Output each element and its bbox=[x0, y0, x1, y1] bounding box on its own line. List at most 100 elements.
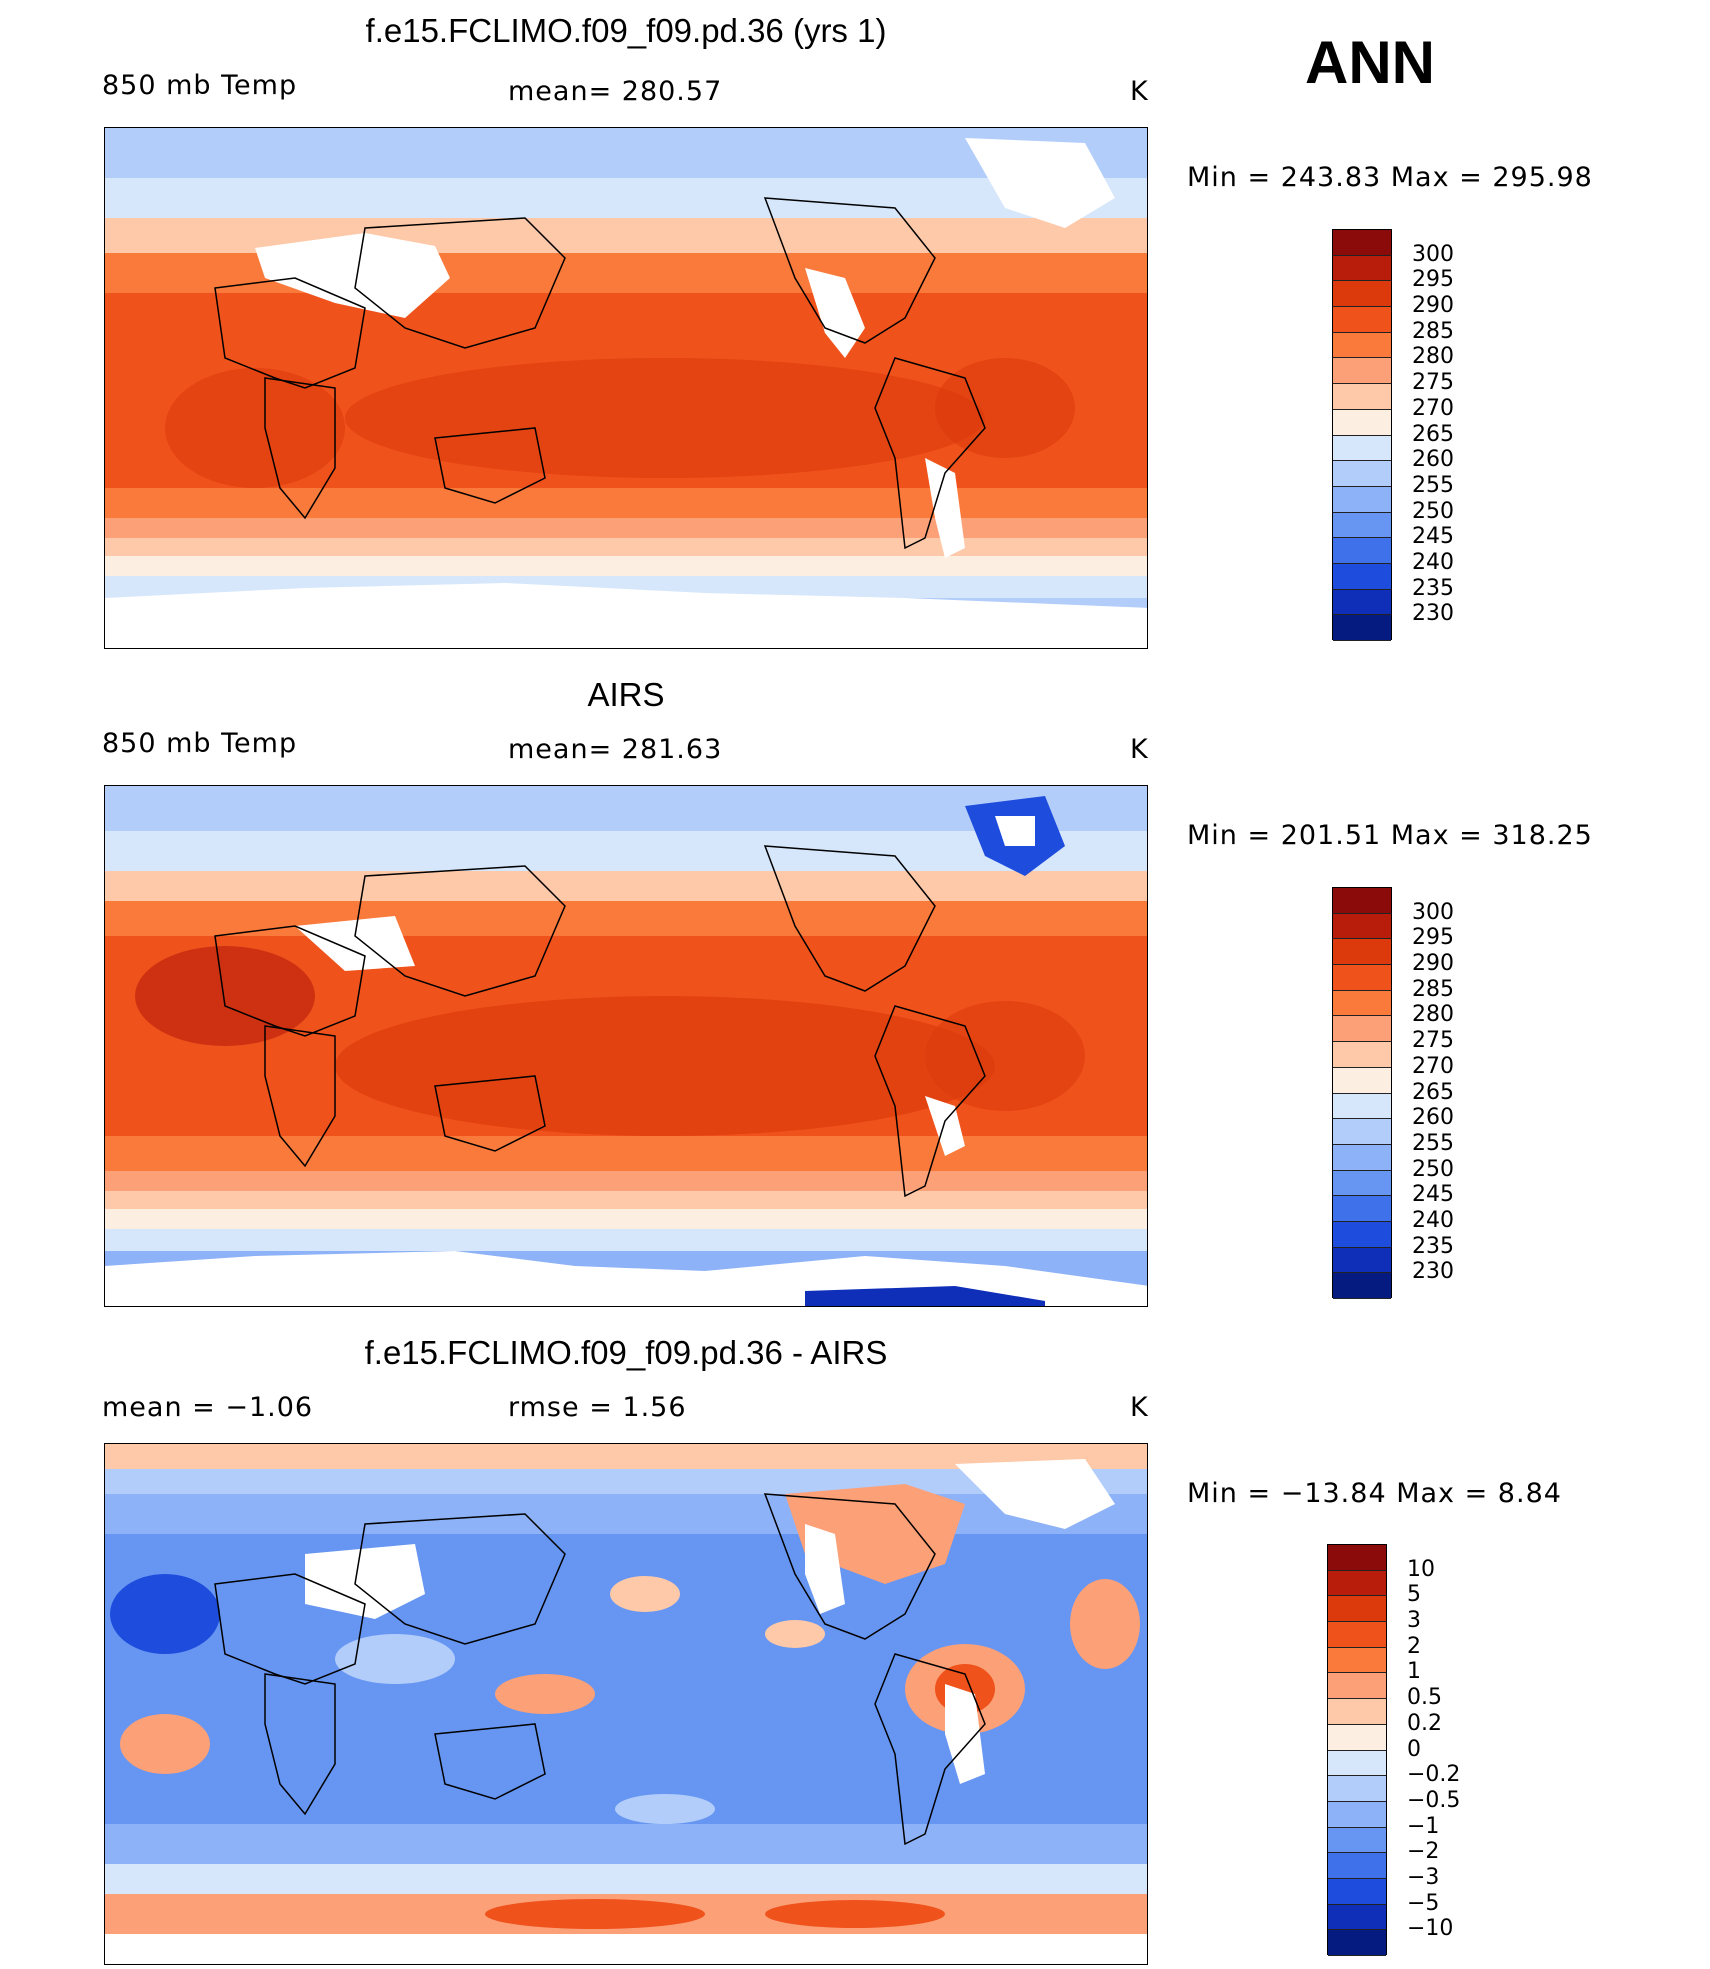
panel-3-colorbar-swatch bbox=[1328, 1904, 1386, 1931]
panel-3-minmax: Min = −13.84 Max = 8.84 bbox=[1187, 1478, 1562, 1509]
panel-2-colorbar-label: 265 bbox=[1412, 1079, 1454, 1105]
panel-2-colorbar-label: 260 bbox=[1412, 1105, 1454, 1131]
panel-3-colorbar-label: 5 bbox=[1407, 1582, 1421, 1608]
panel-2-contour-field bbox=[105, 786, 1147, 1306]
panel-3-colorbar-label: −1 bbox=[1407, 1813, 1440, 1839]
panel-1-colorbar-label: 285 bbox=[1412, 318, 1454, 344]
panel-2-map bbox=[104, 785, 1148, 1307]
panel-3-colorbar-swatch bbox=[1328, 1878, 1386, 1905]
panel-3-colorbar-swatch bbox=[1328, 1853, 1386, 1879]
panel-2-colorbar-label: 255 bbox=[1412, 1130, 1454, 1156]
panel-2-mean-label: mean= 281.63 bbox=[508, 734, 723, 765]
panel-2-colorbar-swatch bbox=[1333, 1093, 1391, 1120]
panel-2-colorbar-label: 275 bbox=[1412, 1028, 1454, 1054]
panel-2-colorbar-swatch bbox=[1333, 888, 1391, 914]
panel-3-colorbar-label: −0.5 bbox=[1407, 1787, 1461, 1813]
panel-2-colorbar-swatch bbox=[1333, 1273, 1391, 1299]
panel-3-colorbar-swatch bbox=[1328, 1724, 1386, 1751]
panel-1-colorbar-swatch bbox=[1333, 281, 1391, 308]
panel-2-colorbar-label: 245 bbox=[1412, 1182, 1454, 1208]
panel-3-colorbar-label: −0.2 bbox=[1407, 1762, 1461, 1788]
panel-3-colorbar-label: −3 bbox=[1407, 1864, 1440, 1890]
panel-3-colorbar-label: 1 bbox=[1407, 1659, 1421, 1685]
panel-1-colorbar-label: 265 bbox=[1412, 421, 1454, 447]
panel-1-colorbar-swatch bbox=[1333, 461, 1391, 487]
panel-3-mean-label: mean = −1.06 bbox=[102, 1392, 314, 1423]
panel-3-colorbar bbox=[1327, 1544, 1387, 1956]
panel-2-colorbar-swatch bbox=[1333, 990, 1391, 1017]
panel-2-colorbar bbox=[1332, 887, 1392, 1299]
panel-3-colorbar-label: 0 bbox=[1407, 1736, 1421, 1762]
panel-2-colorbar-label: 230 bbox=[1412, 1259, 1454, 1285]
panel-1-colorbar-label: 275 bbox=[1412, 370, 1454, 396]
panel-1-colorbar-swatch bbox=[1333, 384, 1391, 410]
panel-3-map bbox=[104, 1443, 1148, 1965]
panel-2-colorbar-label: 285 bbox=[1412, 976, 1454, 1002]
season-label: ANN bbox=[1305, 29, 1435, 96]
panel-2-colorbar-swatch bbox=[1333, 913, 1391, 940]
panel-1-colorbar-label: 240 bbox=[1412, 549, 1454, 575]
panel-2-colorbar-swatch bbox=[1333, 1247, 1391, 1274]
panel-1-colorbar-label: 290 bbox=[1412, 293, 1454, 319]
panel-3-title: f.e15.FCLIMO.f09_f09.pd.36 - AIRS bbox=[364, 1334, 888, 1371]
panel-2-units: K bbox=[1130, 734, 1149, 765]
panel-3-colorbar-label: −10 bbox=[1407, 1916, 1454, 1942]
panel-1-title: f.e15.FCLIMO.f09_f09.pd.36 (yrs 1) bbox=[365, 12, 887, 49]
panel-3-rmse-label: rmse = 1.56 bbox=[508, 1392, 687, 1423]
panel-2-minmax: Min = 201.51 Max = 318.25 bbox=[1187, 820, 1593, 851]
panel-1-variable-label: 850 mb Temp bbox=[102, 70, 298, 101]
panel-2-colorbar-label: 300 bbox=[1412, 899, 1454, 925]
panel-1-colorbar-swatch bbox=[1333, 563, 1391, 590]
panel-3-colorbar-swatch bbox=[1328, 1750, 1386, 1777]
panel-2-colorbar-swatch bbox=[1333, 1016, 1391, 1043]
panel-3-colorbar-swatch bbox=[1328, 1622, 1386, 1648]
panel-1-colorbar-label: 280 bbox=[1412, 344, 1454, 370]
panel-3-colorbar-swatch bbox=[1328, 1673, 1386, 1700]
panel-3-colorbar-label: 2 bbox=[1407, 1633, 1421, 1659]
panel-1-colorbar-swatch bbox=[1333, 409, 1391, 436]
panel-3-units: K bbox=[1130, 1392, 1149, 1423]
panel-2-colorbar-label: 240 bbox=[1412, 1207, 1454, 1233]
panel-3-colorbar-swatch bbox=[1328, 1570, 1386, 1597]
panel-2-colorbar-swatch bbox=[1333, 1170, 1391, 1197]
panel-1-colorbar-swatch bbox=[1333, 332, 1391, 359]
panel-1-colorbar-label: 245 bbox=[1412, 524, 1454, 550]
panel-1-colorbar-swatch bbox=[1333, 255, 1391, 282]
panel-2-colorbar-swatch bbox=[1333, 1221, 1391, 1248]
panel-3-colorbar-label: −2 bbox=[1407, 1839, 1440, 1865]
panel-3-colorbar-label: 10 bbox=[1407, 1556, 1435, 1582]
panel-2-colorbar-swatch bbox=[1333, 1196, 1391, 1222]
panel-3-colorbar-swatch bbox=[1328, 1596, 1386, 1623]
panel-1-colorbar-swatch bbox=[1333, 486, 1391, 513]
panel-3-colorbar-label: −5 bbox=[1407, 1890, 1440, 1916]
panel-3-colorbar-swatch bbox=[1328, 1776, 1386, 1802]
panel-1-colorbar-label: 270 bbox=[1412, 395, 1454, 421]
panel-2-colorbar-swatch bbox=[1333, 1067, 1391, 1094]
panel-2-colorbar-label: 295 bbox=[1412, 925, 1454, 951]
panel-1-colorbar-swatch bbox=[1333, 307, 1391, 333]
panel-1-colorbar-swatch bbox=[1333, 512, 1391, 539]
panel-3-colorbar-swatch bbox=[1328, 1699, 1386, 1725]
panel-3-colorbar-swatch bbox=[1328, 1801, 1386, 1828]
panel-1-colorbar-label: 260 bbox=[1412, 447, 1454, 473]
panel-1-colorbar bbox=[1332, 229, 1392, 641]
panel-1-colorbar-labels: 300 295 290 285 280 275 270 265 260 255 250 245 240 2… bbox=[1412, 229, 1482, 640]
panel-1-colorbar-label: 250 bbox=[1412, 498, 1454, 524]
panel-3-colorbar-swatch bbox=[1328, 1930, 1386, 1956]
panel-2-colorbar-label: 250 bbox=[1412, 1156, 1454, 1182]
panel-1-colorbar-label: 235 bbox=[1412, 575, 1454, 601]
panel-3-contour-field bbox=[105, 1444, 1147, 1964]
panel-3-colorbar-swatch bbox=[1328, 1647, 1386, 1674]
panel-3-colorbar-labels: 10 5 3 2 1 0.5 0.2 0 −0.2 −0.5 −1 −2 −3 −5 −10 bbox=[1407, 1544, 1497, 1955]
panel-3-colorbar-swatch bbox=[1328, 1545, 1386, 1571]
panel-2-colorbar-swatch bbox=[1333, 1144, 1391, 1171]
panel-2-title: AIRS bbox=[587, 676, 665, 713]
panel-1-map bbox=[104, 127, 1148, 649]
panel-2-colorbar-label: 290 bbox=[1412, 951, 1454, 977]
panel-3-colorbar-label: 0.5 bbox=[1407, 1685, 1442, 1711]
panel-1-colorbar-swatch bbox=[1333, 615, 1391, 641]
panel-1-colorbar-label: 230 bbox=[1412, 601, 1454, 627]
panel-2-colorbar-labels: 300 295 290 285 280 275 270 265 260 255 250 245 240 2… bbox=[1412, 887, 1482, 1298]
panel-2-colorbar-swatch bbox=[1333, 939, 1391, 966]
panel-3-colorbar-label: 3 bbox=[1407, 1608, 1421, 1634]
